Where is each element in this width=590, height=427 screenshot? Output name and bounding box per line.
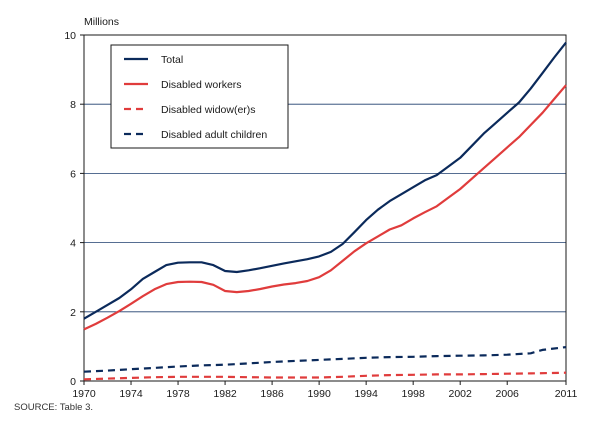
legend-label: Disabled widow(er)s	[161, 104, 256, 116]
y-tick-label: 8	[70, 99, 76, 111]
y-tick-label: 6	[70, 168, 76, 180]
x-tick-label: 1974	[119, 388, 143, 400]
plot-frame	[83, 34, 567, 382]
x-tick-label: 1978	[166, 388, 190, 400]
series-line-0	[83, 41, 567, 320]
series-line-3	[83, 346, 567, 373]
x-tick-label: 1970	[72, 388, 96, 400]
source-note: SOURCE: Table 3.	[14, 402, 94, 413]
legend-label: Disabled adult children	[161, 129, 267, 141]
x-tick-label: 1994	[354, 388, 378, 400]
y-tick-label: 4	[70, 238, 76, 250]
y-tick-label: 0	[70, 376, 76, 388]
y-tick-label: 10	[64, 30, 76, 42]
legend-label: Total	[161, 54, 183, 66]
legend-box	[110, 44, 289, 149]
legend: Total Disabled workers Disabled widow(er)s…	[110, 44, 289, 149]
y-axis-unit-label: Millions	[84, 16, 119, 28]
series-lines	[83, 41, 567, 381]
series-line-2	[83, 371, 567, 381]
x-tick-label: 2011	[555, 388, 578, 400]
axis-ticks: 0 2 4 6 8 10 1970 1974 1978 1982 1986 1990 1994 1998 2…	[64, 30, 577, 400]
x-tick-label: 2002	[449, 388, 473, 400]
x-tick-label: 1998	[401, 388, 425, 400]
legend-label: Disabled workers	[161, 79, 242, 91]
x-tick-label: 1990	[307, 388, 331, 400]
x-tick-label: 1982	[213, 388, 237, 400]
x-tick-label: 1986	[260, 388, 284, 400]
x-tick-label: 2006	[496, 388, 520, 400]
y-tick-label: 2	[70, 307, 76, 319]
series-line-1	[83, 84, 567, 331]
